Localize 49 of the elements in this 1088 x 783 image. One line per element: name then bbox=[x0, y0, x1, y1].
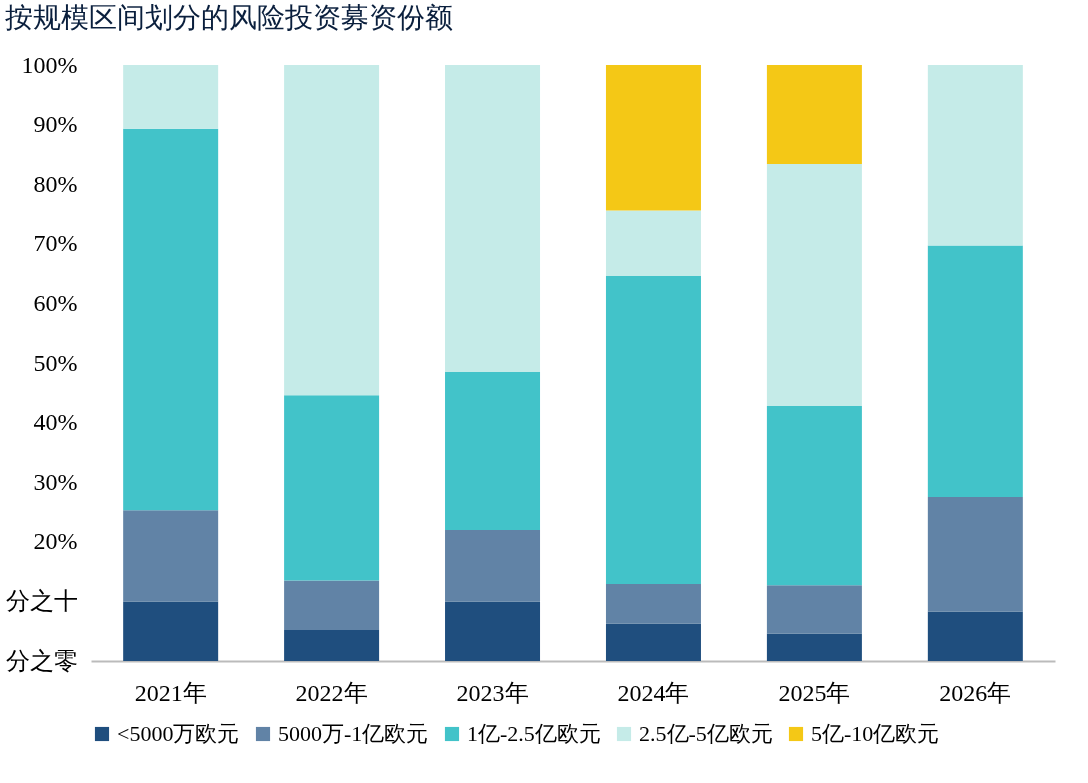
bar bbox=[766, 633, 862, 661]
bar bbox=[927, 497, 1023, 612]
bar bbox=[766, 65, 862, 164]
y-tick-label: 50% bbox=[33, 349, 78, 376]
y-tick-label: 分之零 bbox=[5, 647, 78, 674]
y-tick-label: 70% bbox=[33, 230, 78, 257]
y-tick-label: 90% bbox=[33, 111, 78, 138]
bar bbox=[445, 601, 541, 661]
bar bbox=[123, 510, 219, 602]
bar bbox=[766, 405, 862, 586]
y-tick-label: 分之十 bbox=[5, 587, 78, 614]
bar bbox=[766, 585, 862, 634]
x-tick-label: 2025年 bbox=[778, 679, 851, 706]
bar bbox=[445, 65, 541, 372]
bar bbox=[123, 65, 219, 129]
bar bbox=[927, 611, 1023, 661]
bar bbox=[123, 128, 219, 511]
bar bbox=[445, 529, 541, 602]
bar bbox=[123, 601, 219, 661]
bar bbox=[927, 245, 1023, 498]
y-tick-label: 60% bbox=[33, 289, 78, 316]
bar bbox=[284, 580, 380, 631]
x-tick-label: 2021年 bbox=[134, 679, 207, 706]
legend-label: 1亿-2.5亿欧元 bbox=[467, 721, 601, 746]
legend-label: 2.5亿-5亿欧元 bbox=[639, 721, 773, 746]
bar bbox=[605, 210, 701, 276]
y-tick-label: 30% bbox=[33, 468, 78, 495]
bar bbox=[605, 65, 701, 211]
x-tick-label: 2024年 bbox=[617, 679, 690, 706]
x-tick-label: 2026年 bbox=[939, 679, 1012, 706]
bar bbox=[927, 65, 1023, 246]
legend-label: 5000万-1亿欧元 bbox=[278, 721, 429, 746]
chart-title: 按规模区间划分的风险投资募资份额 bbox=[5, 2, 453, 33]
bar bbox=[605, 584, 701, 624]
legend-label: <5000万欧元 bbox=[117, 721, 240, 746]
bar bbox=[605, 623, 701, 661]
y-tick-label: 80% bbox=[33, 170, 78, 197]
bar bbox=[284, 65, 380, 396]
bar bbox=[284, 395, 380, 581]
bar bbox=[766, 163, 862, 406]
y-tick-label: 40% bbox=[33, 409, 78, 436]
bar bbox=[284, 630, 380, 661]
y-tick-label: 100% bbox=[21, 51, 78, 78]
bar bbox=[445, 371, 541, 530]
x-tick-label: 2022年 bbox=[295, 679, 368, 706]
y-tick-label: 20% bbox=[33, 528, 78, 555]
x-tick-label: 2023年 bbox=[456, 679, 529, 706]
bar bbox=[605, 275, 701, 585]
legend-label: 5亿-10亿欧元 bbox=[811, 721, 940, 746]
